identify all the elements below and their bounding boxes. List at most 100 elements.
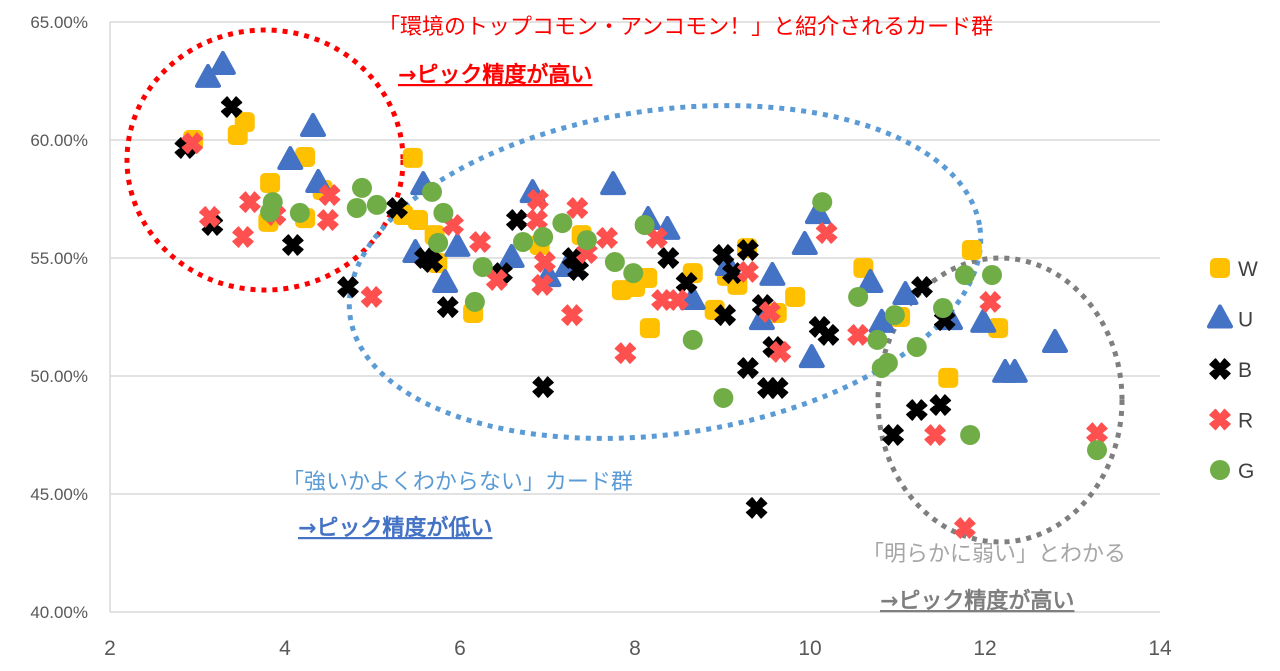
point-B [745, 497, 768, 519]
point-R [1086, 422, 1108, 444]
point-R [815, 222, 838, 244]
point-B [712, 244, 735, 266]
legend-item-R: R [1209, 408, 1253, 433]
point-G [933, 298, 953, 319]
point-U [804, 200, 831, 225]
point-G [982, 264, 1002, 285]
bottom-group-label: 「明らかに弱い」とわかる [862, 542, 1126, 567]
middle-group-label: 「強いかよくわからない」カード群 [282, 470, 633, 495]
legend-marker-W [1210, 258, 1230, 278]
point-W [961, 239, 982, 260]
point-R [527, 189, 549, 211]
point-B [737, 239, 759, 261]
point-B [437, 296, 459, 318]
point-B [929, 394, 952, 416]
point-R [181, 132, 204, 154]
point-R [979, 291, 1002, 313]
point-B [386, 197, 408, 219]
y-tick-labels: 40.00% 45.00% 50.00% 55.00% 60.00% 65.00% [30, 13, 88, 622]
series-G [260, 177, 1107, 461]
legend-label: G [1238, 460, 1254, 483]
point-R [531, 274, 554, 296]
point-G [260, 201, 281, 222]
point-U [600, 171, 627, 196]
point-W [408, 210, 428, 231]
point-G [576, 230, 597, 251]
point-G [682, 329, 703, 350]
point-R [360, 286, 383, 308]
x-tick-label: 10 [798, 637, 821, 660]
point-G [464, 291, 485, 312]
point-R [667, 289, 689, 311]
point-W [402, 147, 423, 168]
point-B [817, 324, 840, 346]
middle-group-note: →ピック精度が低い [298, 515, 492, 541]
point-U [1042, 328, 1068, 353]
point-G [604, 252, 625, 273]
point-G [877, 353, 898, 374]
point-G [906, 336, 927, 357]
legend-item-B: B [1209, 358, 1252, 382]
y-tick-label: 50.00% [30, 367, 88, 386]
x-tick-label: 6 [454, 637, 466, 660]
point-G [533, 226, 554, 247]
point-G [867, 329, 888, 350]
point-B [421, 251, 443, 273]
point-B [882, 424, 904, 446]
point-B [737, 357, 759, 379]
point-W [988, 318, 1009, 339]
point-U [857, 269, 884, 294]
gridlines [110, 21, 1160, 613]
legend: W U B R G [1207, 258, 1258, 483]
y-tick-label: 60.00% [30, 131, 88, 150]
point-G [884, 305, 905, 326]
point-W [785, 286, 806, 307]
point-B [657, 247, 680, 269]
point-U [432, 269, 459, 294]
point-W [227, 125, 248, 146]
point-R [924, 424, 946, 446]
x-tick-label: 12 [973, 637, 996, 660]
legend-label: B [1238, 359, 1252, 382]
point-G [289, 202, 310, 223]
top-group-ellipse [124, 27, 406, 293]
point-B [282, 234, 304, 256]
point-U [277, 146, 304, 171]
point-B [906, 399, 928, 421]
point-U [444, 232, 471, 257]
x-tick-label: 2 [104, 637, 116, 660]
point-W [260, 172, 281, 193]
legend-item-W: W [1210, 258, 1258, 281]
point-U [791, 231, 818, 256]
point-R [534, 251, 556, 273]
bottom-group-ellipse [875, 255, 1125, 545]
point-R [847, 324, 869, 346]
point-B [337, 276, 359, 298]
y-tick-label: 40.00% [30, 603, 88, 622]
point-G [513, 231, 533, 252]
legend-marker-R [1209, 408, 1231, 431]
point-R [769, 341, 792, 363]
legend-marker-U [1207, 304, 1233, 329]
point-G [954, 264, 975, 285]
point-B [766, 377, 789, 399]
point-U [209, 50, 236, 75]
point-G [433, 202, 454, 223]
top-group-label: 「環境のトップコモン・アンコモン！」と紹介されるカード群 [378, 15, 993, 40]
point-G [713, 387, 734, 408]
y-tick-label: 65.00% [30, 13, 88, 32]
point-R [239, 191, 261, 213]
point-B [506, 209, 528, 231]
point-U [1001, 358, 1028, 383]
point-R [199, 206, 221, 228]
point-R [561, 304, 583, 326]
point-G [366, 194, 387, 215]
point-G [352, 177, 372, 198]
point-R [526, 209, 548, 231]
x-tick-label: 4 [279, 637, 291, 660]
legend-label: R [1238, 410, 1253, 433]
point-W [938, 367, 959, 388]
point-R [651, 289, 673, 311]
point-G [552, 213, 573, 234]
top-group-note: →ピック精度が高い [398, 62, 592, 88]
